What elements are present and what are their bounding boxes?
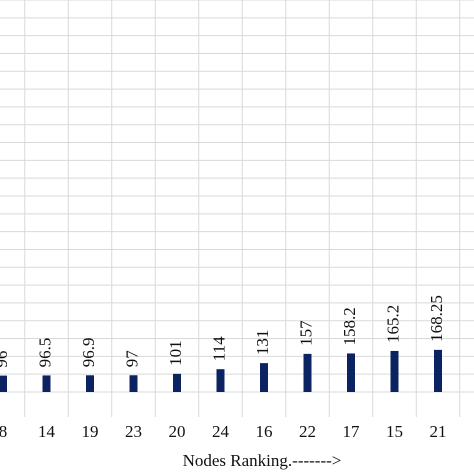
value-label: 131 bbox=[253, 330, 272, 356]
x-tick-label: 23 bbox=[125, 422, 142, 441]
bar bbox=[86, 375, 94, 392]
bar bbox=[434, 349, 442, 392]
value-label: 165.2 bbox=[383, 305, 402, 343]
value-label: 97 bbox=[122, 350, 141, 368]
bar bbox=[173, 373, 181, 392]
bar bbox=[303, 353, 312, 392]
bar bbox=[347, 353, 355, 392]
x-tick-label: 15 bbox=[386, 422, 403, 441]
bar bbox=[0, 375, 7, 392]
value-label: 168.25 bbox=[427, 295, 446, 342]
value-label: 96.9 bbox=[79, 338, 98, 368]
value-label: 96 bbox=[0, 351, 11, 368]
x-tick-label: 14 bbox=[38, 422, 56, 441]
x-tick-label: 22 bbox=[299, 422, 316, 441]
x-tick-label: 16 bbox=[256, 422, 273, 441]
bar bbox=[42, 375, 51, 392]
bar bbox=[216, 369, 225, 392]
x-tick-label: 21 bbox=[430, 422, 447, 441]
x-tick-label: 17 bbox=[343, 422, 361, 441]
value-label: 158.2 bbox=[340, 307, 359, 345]
value-label: 101 bbox=[166, 340, 185, 366]
bar bbox=[390, 350, 399, 392]
value-label: 114 bbox=[209, 336, 228, 361]
value-label: 96.5 bbox=[35, 338, 54, 368]
x-tick-label: 24 bbox=[212, 422, 230, 441]
x-axis-title: Nodes Ranking.-------> bbox=[183, 451, 342, 470]
value-label: 157 bbox=[296, 320, 315, 346]
x-tick-label: 19 bbox=[82, 422, 99, 441]
x-tick-label: 8 bbox=[0, 422, 7, 441]
bar bbox=[129, 375, 138, 392]
bar bbox=[260, 363, 268, 392]
x-tick-label: 20 bbox=[169, 422, 186, 441]
